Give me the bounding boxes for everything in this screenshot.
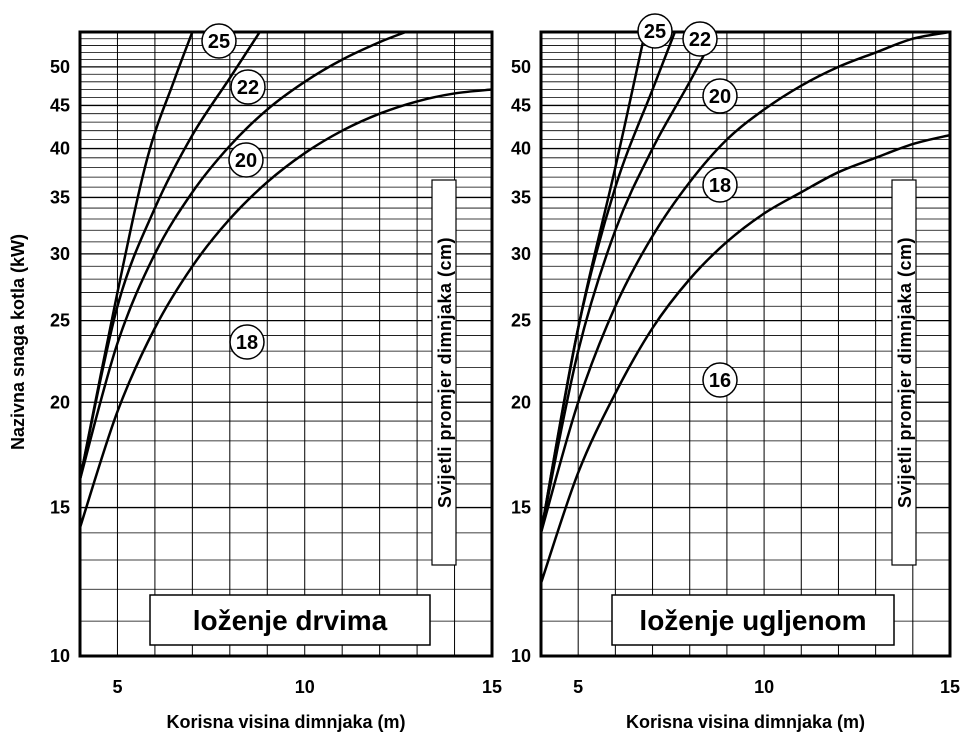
y-tick-label: 20 [50, 392, 70, 412]
series-label-circle [228, 142, 264, 178]
y-tick-label: 20 [511, 392, 531, 412]
mode-title: loženje ugljenom [639, 605, 866, 636]
series-label-20: 20 [228, 142, 264, 178]
series-line-20 [80, 32, 407, 480]
x-axis-title: Korisna visina dimnjaka (m) [166, 712, 405, 732]
series-label-25: 25 [637, 13, 673, 49]
side-label: Svijetli promjer dimnjaka (cm) [435, 237, 455, 508]
series-label-circle [637, 13, 673, 49]
series-label-22: 22 [230, 69, 266, 105]
series-label-circle [702, 78, 738, 114]
y-tick-label: 50 [50, 57, 70, 77]
y-tick-label: 40 [50, 139, 70, 159]
series-line-25 [541, 32, 647, 534]
x-tick-label: 5 [112, 677, 122, 697]
mode-title-box [149, 594, 431, 646]
plot-frame [539, 30, 952, 658]
series-line-25 [80, 32, 194, 480]
y-axis-title: Nazivna snaga kotla (kW) [8, 234, 28, 450]
mode-title-box [611, 594, 895, 646]
series-line-16 [541, 133, 950, 584]
grid [540, 32, 951, 656]
x-tick-label: 5 [573, 677, 583, 697]
series-label-circle [201, 23, 237, 59]
y-tick-label: 25 [511, 311, 531, 331]
series-label-text: 20 [235, 150, 257, 172]
side-label: Svijetli promjer dimnjaka (cm) [895, 237, 915, 508]
y-tick-label: 15 [511, 498, 531, 518]
grid [79, 32, 493, 656]
x-tick-label: 10 [754, 677, 774, 697]
series-label-text: 20 [709, 86, 731, 108]
plot-frame [78, 30, 494, 658]
series-label-18: 18 [702, 167, 738, 203]
series-label-circle [229, 324, 265, 360]
y-tick-label: 35 [511, 187, 531, 207]
series-label-16: 16 [702, 362, 738, 398]
side-label-box [431, 179, 457, 566]
series-lines [80, 32, 492, 529]
series-line-22 [80, 32, 261, 480]
series-label-18: 18 [229, 324, 265, 360]
series-label-text: 18 [236, 332, 258, 354]
series-label-circle [230, 69, 266, 105]
y-tick-label: 30 [50, 244, 70, 264]
x-tick-label: 15 [940, 677, 960, 697]
y-tick-label: 30 [511, 244, 531, 264]
series-label-text: 16 [709, 370, 731, 392]
series-line-18 [541, 32, 950, 534]
series-label-text: 25 [644, 21, 666, 43]
series-label-text: 25 [208, 31, 230, 53]
y-tick-label: 45 [511, 95, 531, 115]
series-label-circle [682, 21, 718, 57]
series-line-20 [541, 32, 717, 534]
panel-coal: 10 15 20 25 30 35 40 45 50 5 10 15 Korisna visina di… [511, 13, 960, 732]
series-label-22: 22 [682, 21, 718, 57]
y-tick-label: 10 [511, 646, 531, 666]
mode-title: loženje drvima [193, 605, 388, 636]
series-label-text: 22 [237, 77, 259, 99]
y-tick-label: 10 [50, 646, 70, 666]
side-label-box [891, 179, 917, 566]
series-line-18 [80, 88, 492, 529]
y-tick-label: 50 [511, 57, 531, 77]
y-tick-label: 45 [50, 95, 70, 115]
series-label-text: 18 [709, 175, 731, 197]
series-label-text: 22 [689, 29, 711, 51]
y-tick-label: 35 [50, 187, 70, 207]
y-tick-label: 25 [50, 311, 70, 331]
x-tick-label: 15 [482, 677, 502, 697]
series-label-25: 25 [201, 23, 237, 59]
y-tick-label: 40 [511, 139, 531, 159]
series-label-circle [702, 167, 738, 203]
series-label-20: 20 [702, 78, 738, 114]
y-tick-label: 15 [50, 498, 70, 518]
x-axis-title: Korisna visina dimnjaka (m) [626, 712, 865, 732]
x-tick-label: 10 [295, 677, 315, 697]
series-label-circle [702, 362, 738, 398]
series-lines [541, 32, 950, 584]
panel-wood: 10 15 20 25 30 35 40 45 50 5 10 15 Korisna visina di… [50, 23, 502, 732]
